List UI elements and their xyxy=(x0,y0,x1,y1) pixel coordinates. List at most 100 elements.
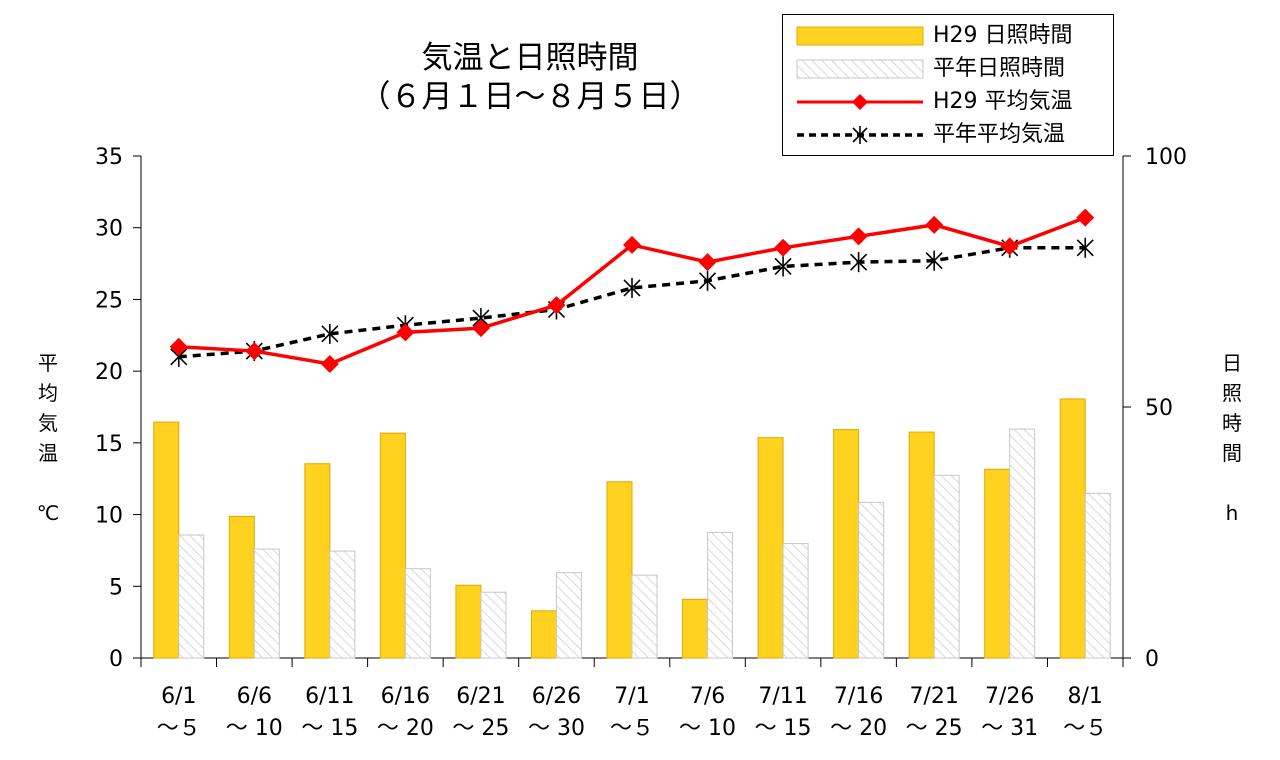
right-axis-title: 日 照 時 間 h xyxy=(1217,348,1247,528)
bar-h29-sunshine xyxy=(833,429,860,659)
x-tick-label: 〜 10 xyxy=(226,716,283,741)
bar-normal-sunshine xyxy=(707,532,734,659)
x-tick-label: 7/16 xyxy=(834,684,883,709)
point-normal-temp xyxy=(698,270,717,291)
x-tick-label: 〜 25 xyxy=(452,716,509,741)
x-tick-label: 7/21 xyxy=(909,684,958,709)
bar-h29-sunshine xyxy=(757,437,784,659)
right-axis-char xyxy=(1217,468,1247,498)
point-normal-temp xyxy=(1076,237,1094,258)
point-h29-temp xyxy=(320,354,339,373)
point-normal-temp xyxy=(321,323,339,344)
bar-h29-sunshine xyxy=(606,481,633,659)
point-h29-temp xyxy=(547,296,566,315)
x-tick-label: 7/1 xyxy=(614,684,649,709)
right-tick-label: 50 xyxy=(1145,396,1173,421)
right-tick-label: 0 xyxy=(1145,647,1159,672)
bar-normal-sunshine xyxy=(329,550,356,659)
left-axis-title: 平 均 気 温 ℃ xyxy=(33,348,63,528)
point-h29-temp xyxy=(698,253,717,272)
left-tick-label: 15 xyxy=(95,432,123,457)
right-axis-char: 日 xyxy=(1222,351,1242,375)
chart-title-line2: （６月１日〜８月５日） xyxy=(359,79,701,115)
legend-label: H29 日照時間 xyxy=(933,23,1073,48)
legend-label: 平年日照時間 xyxy=(933,56,1066,81)
legend-diamond-line-icon xyxy=(797,94,923,110)
left-axis-char: 温 xyxy=(38,441,58,465)
x-tick-label: 〜５ xyxy=(1063,716,1107,741)
point-normal-temp xyxy=(850,252,868,273)
bar-h29-sunshine xyxy=(984,468,1011,659)
left-tick-label: 20 xyxy=(95,360,123,385)
legend-item-h29-temp: H29 平均気温 xyxy=(783,87,1113,117)
left-axis-char: 均 xyxy=(38,381,58,405)
bar-normal-sunshine xyxy=(631,574,658,659)
right-tick-label: 100 xyxy=(1145,145,1187,170)
point-h29-temp xyxy=(245,342,264,361)
x-tick-label: 〜 20 xyxy=(377,716,434,741)
left-tick-label: 10 xyxy=(95,504,123,529)
bar-h29-sunshine xyxy=(304,463,331,659)
point-h29-temp xyxy=(1076,208,1095,227)
bar-h29-sunshine xyxy=(1059,398,1086,659)
line-normal-temp xyxy=(178,246,1086,359)
left-tick-label: 30 xyxy=(95,217,123,242)
point-h29-temp xyxy=(849,227,868,246)
legend-label: H29 平均気温 xyxy=(933,89,1073,114)
left-tick-label: 35 xyxy=(95,145,123,170)
point-h29-temp xyxy=(396,323,415,342)
legend-item-normal-sunshine: 平年日照時間 xyxy=(783,54,1113,84)
x-tick-label: 〜 31 xyxy=(981,716,1038,741)
x-tick-label: 〜５ xyxy=(610,716,654,741)
x-tick-label: 7/26 xyxy=(985,684,1034,709)
x-tick-label: 〜 15 xyxy=(755,716,812,741)
left-tick-label: 5 xyxy=(109,575,123,600)
x-tick-label: 〜 20 xyxy=(830,716,887,741)
bar-h29-sunshine xyxy=(530,610,557,659)
point-normal-temp xyxy=(623,277,641,298)
x-tick-label: 〜 10 xyxy=(679,716,736,741)
x-tick-label: 〜 25 xyxy=(906,716,963,741)
x-tick-label: 6/21 xyxy=(456,684,505,709)
legend-item-normal-temp: 平年平均気温 xyxy=(783,120,1113,150)
bar-h29-sunshine xyxy=(228,515,255,659)
left-axis-char: 平 xyxy=(38,351,58,375)
x-tick-label: 6/6 xyxy=(237,684,272,709)
bar-h29-sunshine xyxy=(682,598,709,659)
left-tick-label: 25 xyxy=(95,288,123,313)
bar-normal-sunshine xyxy=(404,568,431,659)
legend: H29 日照時間 平年日照時間 H29 平均気温 平年平均気温 xyxy=(782,14,1114,156)
left-axis-char: 気 xyxy=(38,411,58,435)
x-tick-label: 6/11 xyxy=(305,684,354,709)
bar-normal-sunshine xyxy=(480,591,507,659)
legend-dashed-star-line-icon xyxy=(797,126,923,144)
x-tick-label: 6/26 xyxy=(532,684,581,709)
point-h29-temp xyxy=(1000,237,1019,256)
point-normal-temp xyxy=(925,250,943,271)
x-tick-label: 〜５ xyxy=(157,716,201,741)
bar-normal-sunshine xyxy=(178,534,205,659)
point-h29-temp xyxy=(169,337,188,356)
left-axis-char xyxy=(33,468,63,498)
bar-h29-sunshine xyxy=(908,431,935,659)
bar-normal-sunshine xyxy=(1084,492,1111,659)
left-tick-label: 0 xyxy=(109,647,123,672)
x-tick-label: 6/1 xyxy=(161,684,196,709)
x-tick-label: 8/1 xyxy=(1068,684,1103,709)
legend-hatched-swatch-icon xyxy=(796,59,924,79)
bar-h29-sunshine xyxy=(455,584,482,659)
bar-normal-sunshine xyxy=(933,474,960,659)
bar-normal-sunshine xyxy=(782,543,809,659)
point-h29-temp xyxy=(925,215,944,234)
chart-title-line1: 気温と日照時間 xyxy=(421,40,639,76)
x-tick-label: 7/6 xyxy=(690,684,725,709)
legend-bar-swatch-icon xyxy=(796,26,924,46)
right-axis-unit: h xyxy=(1225,501,1239,525)
x-tick-label: 7/11 xyxy=(758,684,807,709)
point-normal-temp xyxy=(774,256,792,277)
bar-h29-sunshine xyxy=(379,432,406,659)
right-axis-char: 時 xyxy=(1222,411,1242,435)
right-axis-char: 照 xyxy=(1222,381,1242,405)
left-axis-unit: ℃ xyxy=(36,501,60,525)
